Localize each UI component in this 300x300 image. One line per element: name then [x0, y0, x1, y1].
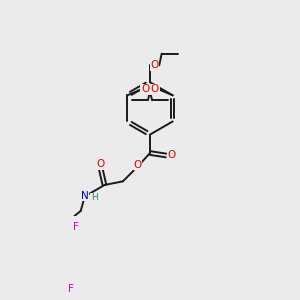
Text: F: F: [73, 222, 79, 232]
Text: O: O: [167, 151, 176, 160]
Text: O: O: [141, 85, 149, 94]
Text: O: O: [151, 60, 159, 70]
Text: F: F: [68, 284, 74, 294]
Text: H: H: [91, 194, 98, 202]
Text: O: O: [96, 159, 105, 170]
Text: O: O: [151, 85, 159, 94]
Text: O: O: [134, 160, 142, 170]
Text: N: N: [81, 191, 88, 201]
